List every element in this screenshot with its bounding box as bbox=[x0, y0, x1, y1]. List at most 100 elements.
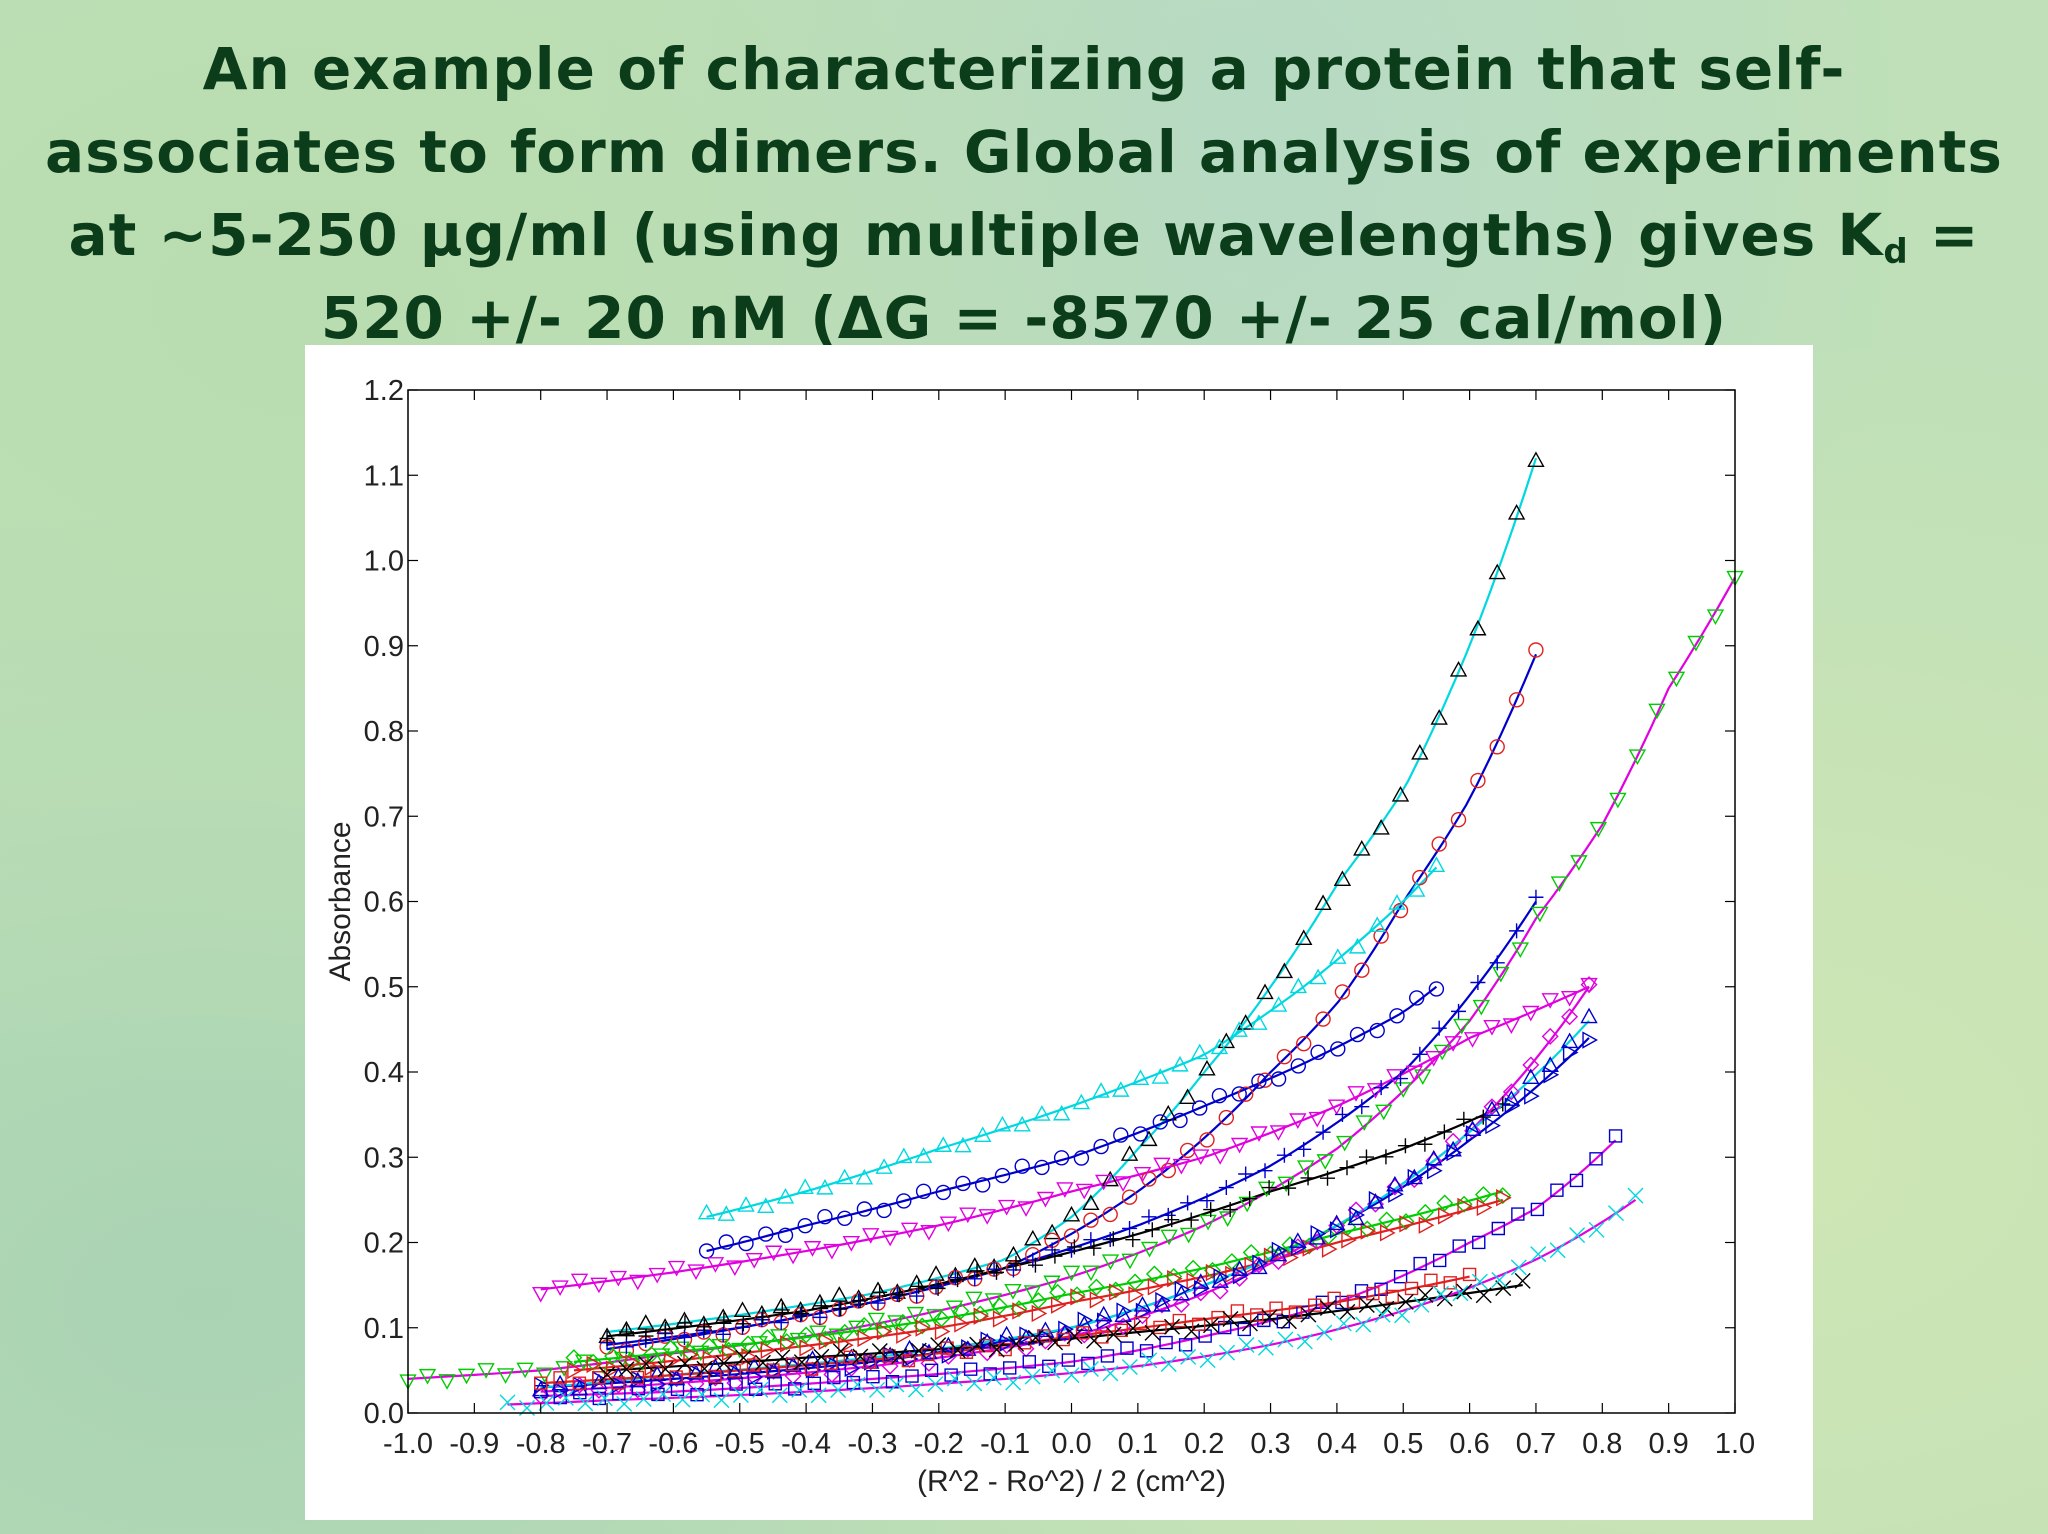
data-point bbox=[1354, 1099, 1370, 1115]
data-point bbox=[1153, 1295, 1171, 1312]
data-point bbox=[959, 1345, 974, 1359]
data-point bbox=[1261, 1180, 1277, 1196]
data-point bbox=[1238, 1337, 1255, 1354]
data-point bbox=[1105, 1231, 1121, 1247]
x-tick-label: -0.9 bbox=[449, 1428, 499, 1460]
data-point bbox=[1430, 709, 1448, 725]
data-point bbox=[832, 1343, 849, 1360]
data-point bbox=[1010, 1300, 1028, 1318]
data-point bbox=[1418, 1216, 1435, 1234]
fit-curve-0 bbox=[606, 457, 1538, 1334]
data-point bbox=[1462, 1267, 1477, 1282]
data-point bbox=[1588, 1221, 1605, 1238]
title-line-3-text: at ~5-250 μg/ml (using multiple waveleng… bbox=[68, 201, 1884, 269]
fit-curve-3 bbox=[706, 866, 1438, 1218]
data-point bbox=[852, 1293, 868, 1309]
data-point bbox=[1250, 1126, 1268, 1142]
data-point bbox=[418, 1368, 437, 1385]
data-point bbox=[1527, 451, 1545, 468]
data-point bbox=[1309, 968, 1327, 985]
data-point bbox=[827, 1370, 841, 1385]
data-point bbox=[881, 1230, 899, 1247]
data-point bbox=[477, 1363, 495, 1379]
data-point bbox=[1394, 1307, 1411, 1324]
data-point bbox=[969, 1336, 986, 1353]
data-point bbox=[1475, 1287, 1492, 1304]
data-point bbox=[1315, 1011, 1331, 1027]
data-point bbox=[1199, 1214, 1217, 1231]
data-point bbox=[1037, 1329, 1051, 1343]
x-tick-label: -0.4 bbox=[781, 1428, 831, 1460]
data-point bbox=[1358, 1297, 1375, 1314]
data-point bbox=[1257, 1339, 1274, 1356]
data-point bbox=[934, 1136, 952, 1152]
data-point bbox=[895, 1147, 913, 1164]
y-tick-label: 1.2 bbox=[364, 375, 404, 407]
data-point bbox=[1191, 1043, 1209, 1060]
data-point bbox=[1476, 1198, 1493, 1217]
data-point bbox=[1334, 984, 1351, 1000]
data-point bbox=[875, 1158, 893, 1174]
data-point bbox=[1269, 996, 1288, 1012]
data-point bbox=[788, 1382, 802, 1396]
data-point bbox=[891, 1348, 908, 1365]
data-point bbox=[715, 1326, 731, 1342]
data-point bbox=[592, 1391, 607, 1406]
data-point bbox=[838, 1336, 854, 1354]
data-point bbox=[757, 1197, 775, 1214]
data-point bbox=[947, 1270, 963, 1286]
chart-panel: -1.0 -0.9 -0.8 -0.7 -0.6 -0.5 -0.4 -0.3 -0.2 -0.1… bbox=[305, 345, 1813, 1520]
data-point bbox=[1316, 1324, 1333, 1341]
data-point bbox=[1276, 1049, 1293, 1065]
data-point bbox=[1514, 1272, 1531, 1289]
data-point bbox=[1289, 1113, 1307, 1129]
data-point bbox=[726, 1260, 744, 1277]
data-point bbox=[930, 1337, 947, 1354]
data-point bbox=[985, 1369, 1002, 1386]
data-point bbox=[1008, 1255, 1024, 1271]
data-point bbox=[1064, 1242, 1079, 1258]
data-point bbox=[755, 1309, 771, 1325]
data-point bbox=[1475, 1109, 1491, 1125]
data-point bbox=[1531, 906, 1549, 923]
data-point bbox=[978, 1209, 996, 1225]
data-point bbox=[735, 1316, 751, 1332]
data-point bbox=[1210, 1038, 1229, 1055]
data-point bbox=[1100, 1349, 1115, 1363]
data-point bbox=[1086, 1240, 1102, 1256]
y-tick-label: 0.0 bbox=[364, 1398, 404, 1430]
data-point bbox=[1432, 1253, 1447, 1268]
data-point bbox=[570, 1273, 589, 1290]
data-point bbox=[1082, 1265, 1100, 1282]
data-point bbox=[920, 1343, 938, 1360]
data-point bbox=[794, 1305, 810, 1321]
data-point bbox=[894, 1313, 912, 1331]
data-point bbox=[774, 1349, 791, 1366]
data-point bbox=[1397, 1293, 1414, 1310]
data-point bbox=[687, 1364, 705, 1380]
data-point bbox=[1144, 1324, 1161, 1341]
data-point bbox=[867, 1312, 886, 1329]
data-point bbox=[945, 1300, 964, 1317]
fit-curve-2 bbox=[407, 577, 1736, 1380]
data-point bbox=[577, 1395, 594, 1412]
data-point bbox=[1230, 1021, 1248, 1037]
data-point bbox=[1451, 1003, 1467, 1019]
data-point bbox=[1438, 1207, 1454, 1225]
data-point bbox=[1320, 1170, 1336, 1186]
data-point bbox=[914, 1147, 933, 1163]
data-point bbox=[1334, 1106, 1350, 1122]
data-point bbox=[1180, 1348, 1197, 1365]
data-point bbox=[1496, 1189, 1512, 1207]
data-point bbox=[1155, 1291, 1171, 1310]
data-point bbox=[551, 1280, 569, 1296]
data-point bbox=[1425, 1149, 1443, 1166]
data-point bbox=[871, 1343, 888, 1360]
data-point bbox=[650, 1365, 664, 1379]
data-point bbox=[1314, 894, 1332, 911]
data-point bbox=[1277, 1176, 1295, 1193]
data-point bbox=[752, 1381, 769, 1398]
data-point bbox=[1172, 1158, 1191, 1175]
data-point bbox=[857, 1329, 874, 1348]
data-point bbox=[778, 1333, 796, 1351]
